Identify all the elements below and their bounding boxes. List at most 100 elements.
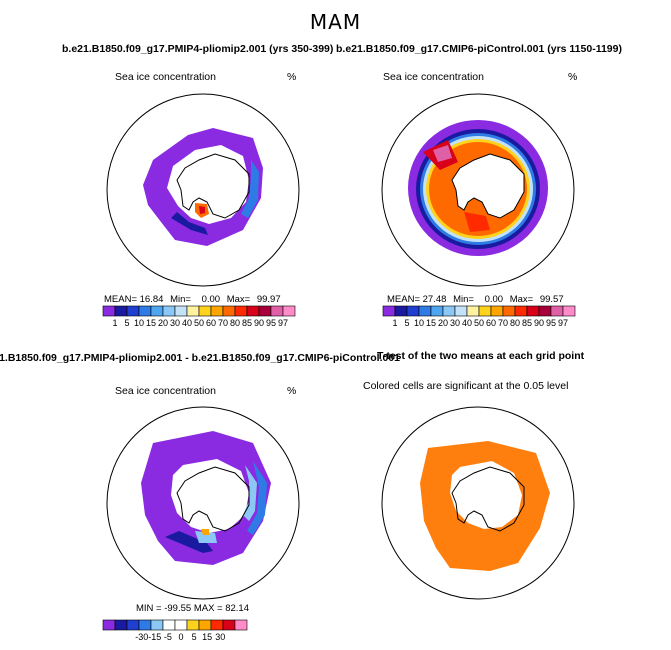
colorbar-picontrol-tick-label: 1 xyxy=(392,318,397,328)
colorbar-difference-swatch xyxy=(222,619,236,631)
colorbar-picontrol-tick-label: 60 xyxy=(486,318,496,328)
colorbar-picontrol: 1 5 10 15 20 30 40 50 60 70 80 85 90 95 97 xyxy=(382,305,576,328)
colorbar-pliomip2-swatch xyxy=(234,305,248,317)
colorbar-difference-swatch xyxy=(234,619,248,631)
colorbar-difference-swatch xyxy=(114,619,128,631)
colorbar-picontrol-swatch xyxy=(442,305,456,317)
antarctica-coast xyxy=(451,153,525,219)
panel2-max: 99.57 xyxy=(539,294,564,305)
colorbar-difference-tick-label: -5 xyxy=(164,632,172,642)
diff-east-light xyxy=(243,465,257,521)
map-boundary xyxy=(106,93,300,287)
colorbar-pliomip2-swatch xyxy=(102,305,116,317)
colorbar-pliomip2: 1 5 10 15 20 30 40 50 60 70 80 85 90 95 97 xyxy=(102,305,296,328)
colorbar-pliomip2-tick-label: 85 xyxy=(242,318,252,328)
colorbar-picontrol-swatch xyxy=(394,305,408,317)
case2-title: b.e21.B1850.f09_g17.CMIP6-piControl.001 … xyxy=(336,43,622,55)
colorbar-picontrol-tick-label: 5 xyxy=(404,318,409,328)
panel1-max-label: Max= xyxy=(226,294,251,305)
colorbar-picontrol-tick-label: 20 xyxy=(438,318,448,328)
map-difference xyxy=(106,406,300,600)
colorbar-difference-swatch xyxy=(162,619,176,631)
colorbar-pliomip2-swatch xyxy=(258,305,272,317)
colorbar-difference-swatch xyxy=(198,619,212,631)
colorbar-picontrol-swatch xyxy=(454,305,468,317)
panel1-stats: MEAN= 16.84 Min= 0.00 Max= 99.97 xyxy=(104,294,281,305)
ice-east-edge xyxy=(241,160,259,218)
significant-ring xyxy=(420,441,550,571)
colorbar-difference-tick-label: 15 xyxy=(202,632,212,642)
colorbar-picontrol-swatch xyxy=(406,305,420,317)
case1-title: b.e21.B1850.f09_g17.PMIP4-pliomip2.001 (… xyxy=(62,43,334,55)
colorbar-pliomip2-tick-label: 20 xyxy=(158,318,168,328)
antarctica-coast xyxy=(451,466,525,532)
colorbar-pliomip2-tick-label: 70 xyxy=(218,318,228,328)
difference-title: r1.B1850.f09_g17.PMIP4-pliomip2.001 - b.… xyxy=(0,352,400,364)
colorbar-pliomip2-tick-label: 60 xyxy=(206,318,216,328)
colorbar-pliomip2-tick-label: 50 xyxy=(194,318,204,328)
ice-ross-pink xyxy=(433,145,452,162)
colorbar-pliomip2-tick-label: 30 xyxy=(170,318,180,328)
colorbar-picontrol-swatch xyxy=(550,305,564,317)
colorbar-picontrol-swatch xyxy=(430,305,444,317)
colorbar-difference-swatch xyxy=(150,619,164,631)
panel2-units: % xyxy=(568,71,578,83)
colorbar-difference-tick-label: 0 xyxy=(178,632,183,642)
colorbar-difference-swatch xyxy=(210,619,224,631)
diff-east-blue xyxy=(247,461,267,535)
colorbar-pliomip2-tick-label: 97 xyxy=(278,318,288,328)
colorbar-picontrol-swatch xyxy=(562,305,576,317)
colorbar-pliomip2-swatch xyxy=(138,305,152,317)
colorbar-pliomip2-tick-label: 10 xyxy=(134,318,144,328)
colorbar-picontrol-tick-label: 70 xyxy=(498,318,508,328)
colorbar-difference-swatch xyxy=(186,619,200,631)
colorbar-picontrol-swatch xyxy=(502,305,516,317)
panel4-note: Colored cells are significant at the 0.0… xyxy=(363,380,569,392)
colorbar-pliomip2-swatch xyxy=(198,305,212,317)
colorbar-picontrol-tick-label: 85 xyxy=(522,318,532,328)
colorbar-picontrol-tick-label: 90 xyxy=(534,318,544,328)
map-pliomip2 xyxy=(106,93,300,287)
colorbar-difference-tick-label: -30 xyxy=(135,632,148,642)
colorbar-picontrol-tick-label: 15 xyxy=(426,318,436,328)
colorbar-picontrol-tick-label: 97 xyxy=(558,318,568,328)
colorbar-pliomip2-swatch xyxy=(246,305,260,317)
colorbar-picontrol-swatch xyxy=(490,305,504,317)
colorbar-picontrol-tick-label: 95 xyxy=(546,318,556,328)
panel1-min-label: Min= xyxy=(170,294,191,305)
ice-weddell-blue xyxy=(171,212,208,235)
panel3-stats: MIN = -99.55 MAX = 82.14 xyxy=(136,603,250,614)
panel1-mean-label: MEAN= xyxy=(104,294,137,305)
colorbar-pliomip2-swatch xyxy=(270,305,284,317)
panel2-min: 0.00 xyxy=(484,294,504,305)
colorbar-picontrol-swatch xyxy=(538,305,552,317)
colorbar-pliomip2-tick-label: 5 xyxy=(124,318,129,328)
map-picontrol xyxy=(381,93,575,287)
panel1-units: % xyxy=(287,71,297,83)
ttest-title: T-test of the two means at each grid poi… xyxy=(377,350,585,362)
colorbar-pliomip2-swatch xyxy=(174,305,188,317)
colorbar-difference-swatch xyxy=(174,619,188,631)
panel2-mean: 27.48 xyxy=(422,294,447,305)
panel1-mean: 16.84 xyxy=(139,294,164,305)
panel1-max: 99.97 xyxy=(256,294,281,305)
colorbar-difference-tick-label: -15 xyxy=(148,632,161,642)
colorbar-pliomip2-tick-label: 95 xyxy=(266,318,276,328)
colorbar-pliomip2-tick-label: 90 xyxy=(254,318,264,328)
antarctica-land xyxy=(452,154,524,218)
colorbar-pliomip2-tick-label: 1 xyxy=(112,318,117,328)
colorbar-picontrol-tick-label: 40 xyxy=(462,318,472,328)
colorbar-picontrol-tick-label: 10 xyxy=(414,318,424,328)
panel2-variable: Sea ice concentration xyxy=(383,71,484,83)
colorbar-pliomip2-swatch xyxy=(162,305,176,317)
ice-weddell-max xyxy=(199,206,205,214)
colorbar-pliomip2-swatch xyxy=(222,305,236,317)
colorbar-pliomip2-tick-label: 40 xyxy=(182,318,192,328)
colorbar-pliomip2-swatch xyxy=(126,305,140,317)
diff-weddell-pos xyxy=(201,529,209,535)
map-boundary xyxy=(381,93,575,287)
diff-ring xyxy=(141,431,271,565)
antarctica-coast xyxy=(176,466,250,532)
colorbar-difference-tick-label: 5 xyxy=(192,632,197,642)
